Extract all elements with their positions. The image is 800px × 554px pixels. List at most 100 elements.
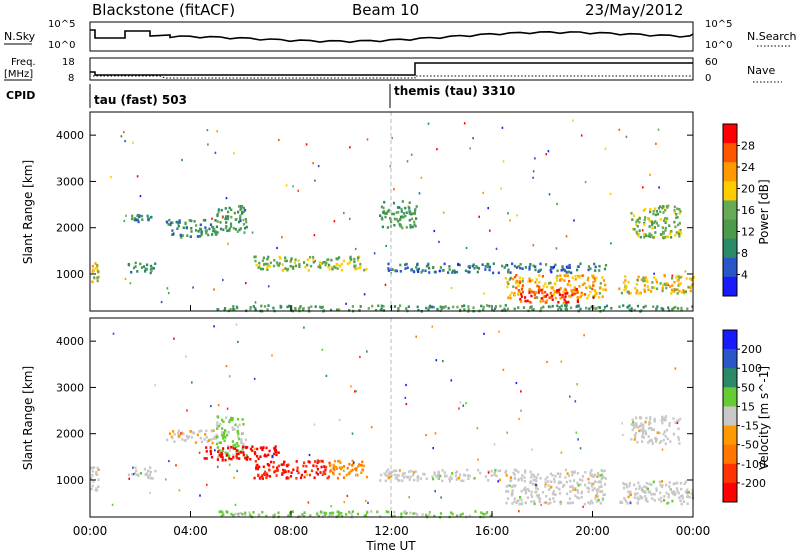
power-cell [627,305,630,309]
power-colorbar-swatch [723,276,737,297]
velocity-cell [520,476,523,480]
velocity-cell [630,423,633,426]
power-cell [675,213,678,216]
cpid-mode-label-1: themis (tau) 3310 [394,84,515,98]
power-cell [653,221,656,225]
velocity-cell [268,468,271,472]
velocity-cell [256,447,259,451]
power-cell [239,214,242,217]
power-cell [96,267,99,270]
velocity-cell [232,447,235,450]
power-cell [456,305,459,309]
velocity-cell [636,425,639,429]
velocity-cell [361,460,364,464]
power-scatter-cell [206,129,209,132]
velocity-cell [663,499,666,502]
power-cell [405,307,408,310]
velocity-cell [231,426,234,429]
velocity-cell [450,511,453,514]
velocity-cell [227,446,230,450]
nave-right-tick-top: 60 [705,57,718,68]
velocity-cell [570,470,573,474]
velocity-cell [225,416,228,419]
velocity-cell [483,512,487,516]
velocity-cell [235,445,238,449]
power-cell [486,304,489,307]
power-cell [211,233,214,236]
velocity-cell [92,480,95,483]
power-cell [592,281,595,284]
power-cell [94,267,98,270]
velocity-cell [668,424,671,427]
power-cell [410,268,414,271]
velocity-cell [302,515,306,518]
velocity-cell [670,491,673,494]
velocity-cell [531,482,535,486]
power-scatter-cell [478,215,480,218]
velocity-cell [529,480,532,483]
power-colorbar-swatch [723,238,737,259]
velocity-cell [216,446,219,449]
velocity-scatter-cell [97,485,100,488]
velocity-cell [97,478,100,481]
velocity-cell [634,493,637,496]
power-cell [648,232,651,235]
power-cell [92,269,96,272]
power-cell [238,205,241,208]
power-scatter-cell [604,147,607,150]
power-cell [415,205,418,208]
power-cell [674,234,677,237]
power-cell [676,279,679,283]
power-cell [402,212,405,215]
velocity-cell [387,468,390,472]
power-cell [404,263,407,267]
velocity-cell [241,449,244,452]
power-cell [680,309,683,312]
time-tick-label: 16:00 [475,524,510,538]
power-cell [623,288,626,292]
velocity-scatter-cell [111,503,114,506]
power-scatter-cell [214,151,217,154]
power-cell [515,281,518,285]
power-cell [592,284,595,287]
power-cell [650,220,654,223]
power-cell [234,227,237,231]
velocity-cell [151,477,154,480]
velocity-scatter-cell [429,511,431,514]
power-cell [408,207,411,210]
velocity-cell [579,478,582,481]
power-scatter-cell [192,286,194,289]
velocity-cell [668,481,671,484]
power-colorbar-tick-label: 24 [741,161,755,174]
velocity-cell [232,514,235,517]
velocity-cell [319,510,322,513]
power-cell [189,235,192,238]
power-cell [149,271,152,275]
power-cell [230,208,233,212]
power-cell [94,262,97,265]
velocity-cell [355,468,358,472]
velocity-cell [315,471,318,474]
velocity-scatter-cell [128,477,130,480]
velocity-scatter-cell [191,431,194,434]
power-cell [457,263,460,266]
time-axis-label: Time UT [365,539,416,553]
power-cell [501,264,504,268]
power-cell [678,221,681,225]
velocity-scatter-cell [325,374,328,377]
velocity-cell [235,451,238,455]
velocity-cell [624,498,627,502]
power-cell [564,274,567,277]
velocity-cell [454,474,458,478]
velocity-cell [576,481,579,485]
velocity-cell [241,418,244,421]
power-cell [291,265,294,269]
power-cell [204,229,207,233]
velocity-cell [295,477,298,480]
power-scatter-cell [167,292,170,295]
velocity-cell [282,463,285,466]
power-cell [401,226,404,230]
power-cell [673,288,676,291]
power-cell [415,217,418,220]
velocity-cell [628,482,631,485]
